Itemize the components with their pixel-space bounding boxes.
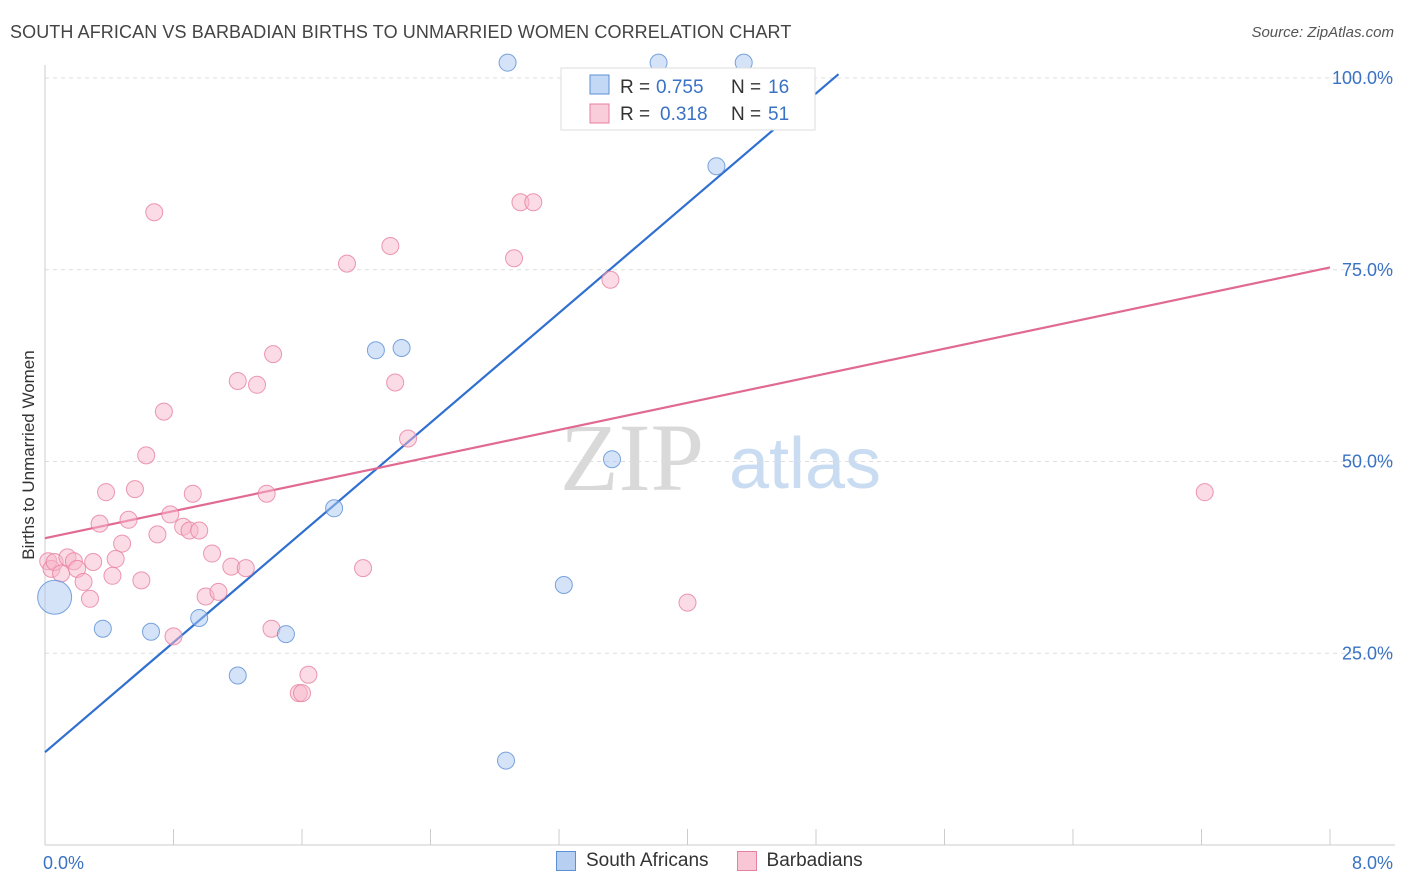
point-barbadians	[601, 270, 620, 289]
point-barbadians	[84, 552, 103, 571]
x-tick-labels: 0.0% 8.0%	[43, 853, 1393, 873]
point-barbadians	[354, 559, 373, 578]
point-south-africans	[190, 608, 209, 627]
point-south-africans	[392, 338, 411, 357]
legend-n-label-2: N =	[731, 104, 761, 125]
legend-r-label-2: R =	[620, 104, 650, 125]
point-barbadians	[236, 559, 255, 578]
point-barbadians	[183, 484, 202, 503]
point-barbadians	[228, 371, 247, 390]
legend-item-barbadians: Barbadians	[736, 850, 863, 872]
point-barbadians	[113, 534, 132, 553]
point-south-africans	[276, 625, 295, 644]
point-south-africans	[366, 341, 385, 360]
point-barbadians	[52, 564, 71, 583]
point-south-africans	[496, 751, 515, 770]
x-tick-label: 0.0%	[43, 853, 84, 873]
point-barbadians	[257, 484, 276, 503]
legend-label-south-africans: South Africans	[586, 850, 709, 871]
point-barbadians	[299, 665, 318, 684]
y-tick-label: 50.0%	[1342, 452, 1393, 472]
point-south-africans	[142, 622, 161, 641]
point-barbadians	[145, 203, 164, 222]
point-barbadians	[103, 566, 122, 585]
x-tick-label: 8.0%	[1352, 853, 1393, 873]
point-barbadians	[148, 525, 167, 544]
point-barbadians	[293, 684, 311, 703]
point-barbadians	[399, 429, 418, 448]
point-barbadians	[132, 571, 151, 590]
source-label: Source: ZipAtlas.com	[1251, 24, 1394, 41]
y-tick-label: 25.0%	[1342, 643, 1393, 663]
point-barbadians	[154, 402, 173, 421]
point-barbadians	[97, 483, 116, 502]
legend-n-label-1: N =	[731, 77, 761, 98]
legend-label-barbadians: Barbadians	[766, 850, 863, 871]
legend-r-value-2: 0.318	[660, 104, 708, 125]
legend-swatch-barbadians	[736, 851, 757, 871]
point-barbadians	[106, 549, 125, 568]
watermark-zip: ZIP	[560, 404, 704, 511]
point-south-africans	[707, 157, 726, 176]
point-barbadians	[74, 572, 93, 591]
legend-swatch-south-africans	[556, 851, 576, 871]
point-barbadians	[264, 345, 283, 364]
point-barbadians	[505, 249, 524, 268]
legend-n-value-2: 51	[768, 104, 789, 125]
legend-r-value-1: 0.755	[656, 77, 704, 98]
point-barbadians	[90, 514, 109, 533]
point-barbadians	[337, 254, 356, 273]
point-south-africans	[93, 619, 112, 638]
point-south-africans	[603, 450, 622, 469]
legend-r-label-1: R =	[620, 77, 650, 98]
scatter-points	[37, 53, 1214, 770]
point-south-africans	[325, 499, 344, 518]
point-barbadians	[161, 505, 180, 524]
legend-item-south-africans: South Africans	[556, 850, 709, 872]
point-barbadians	[381, 236, 400, 255]
point-barbadians	[1195, 483, 1214, 502]
y-tick-label: 75.0%	[1342, 260, 1393, 280]
axes	[44, 65, 1395, 846]
legend-swatch-blue	[589, 74, 610, 95]
point-barbadians	[80, 589, 99, 608]
point-barbadians	[248, 375, 267, 394]
point-south-africans	[498, 53, 517, 72]
point-south-africans	[37, 579, 73, 615]
legend-n-value-1: 16	[768, 77, 789, 98]
y-tick-label: 100.0%	[1332, 68, 1393, 88]
point-barbadians	[125, 480, 144, 499]
legend-swatch-pink	[589, 103, 610, 124]
point-barbadians	[137, 446, 156, 465]
point-barbadians	[386, 373, 405, 392]
point-barbadians	[119, 510, 138, 529]
point-barbadians	[524, 193, 543, 212]
point-barbadians	[203, 544, 222, 563]
point-barbadians	[164, 627, 183, 646]
legend-bottom: South Africans Barbadians	[556, 850, 863, 872]
watermark-atlas: atlas	[729, 424, 881, 504]
point-south-africans	[554, 575, 573, 594]
point-barbadians	[678, 593, 697, 612]
chart-title: SOUTH AFRICAN VS BARBADIAN BIRTHS TO UNM…	[10, 22, 792, 42]
y-axis-label: Births to Unmarried Women	[19, 350, 38, 559]
point-barbadians	[190, 521, 209, 540]
y-tick-labels: 25.0% 50.0% 75.0% 100.0%	[1332, 68, 1393, 663]
point-barbadians	[209, 582, 228, 601]
point-south-africans	[228, 666, 247, 685]
legend-top: R = 0.755 N = 16 R = 0.318 N = 51	[560, 67, 816, 131]
